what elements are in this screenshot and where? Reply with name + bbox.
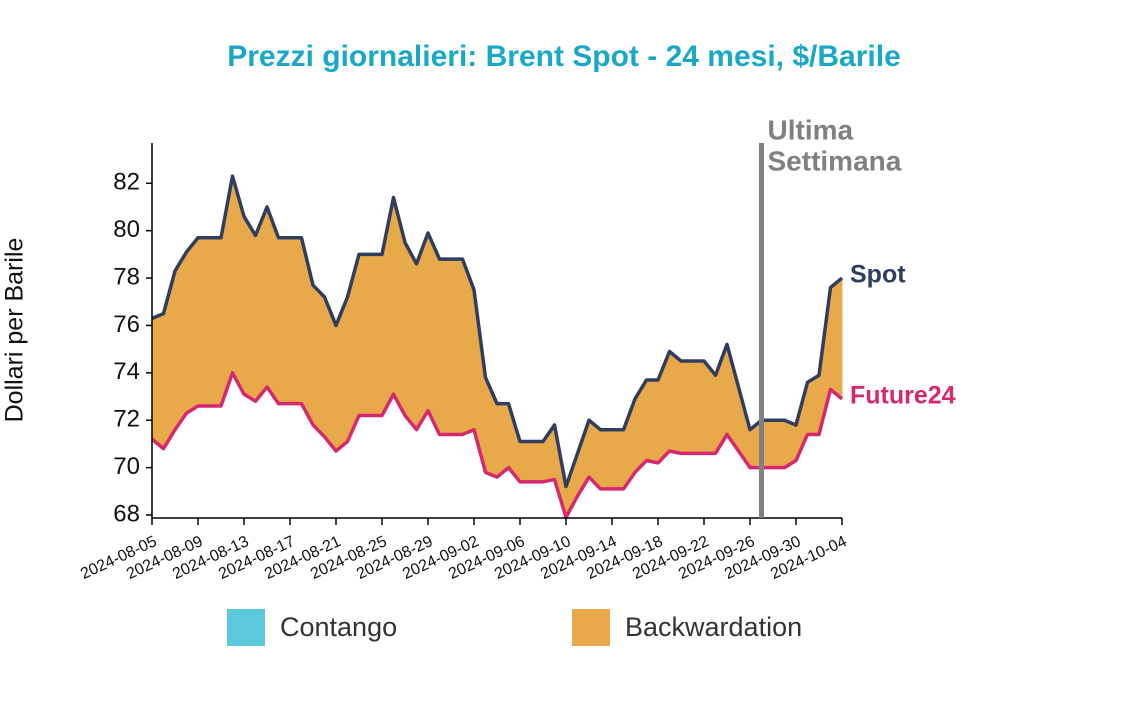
- y-tick-label: 68: [113, 500, 140, 527]
- y-tick-label: 78: [113, 263, 140, 290]
- spread-area: [209, 237, 222, 407]
- spread-area: [289, 237, 302, 405]
- legend-label: Contango: [280, 612, 397, 642]
- spread-area: [312, 284, 325, 438]
- spread-area: [358, 253, 371, 416]
- legend-swatch: [227, 609, 265, 646]
- spread-area: [186, 236, 199, 414]
- spread-area: [450, 258, 463, 435]
- spread-area: [370, 253, 383, 416]
- spread-area: [151, 313, 164, 450]
- series-line: [150, 371, 844, 520]
- spread-area: [496, 403, 509, 478]
- spread-area: [531, 441, 544, 483]
- annotation-text: Settimana: [768, 145, 902, 176]
- spread-area: [427, 232, 440, 435]
- spread-area: [669, 350, 682, 454]
- spread-area: [680, 360, 693, 454]
- y-tick-label: 72: [113, 406, 140, 433]
- spread-area: [278, 237, 291, 405]
- chart-title: Prezzi giornalieri: Brent Spot - 24 mesi…: [227, 40, 901, 73]
- legend-label: Backwardation: [625, 612, 802, 642]
- spread-area: [243, 215, 256, 402]
- y-tick-label: 70: [113, 453, 140, 480]
- series-line: [151, 174, 844, 489]
- spread-area: [519, 441, 532, 483]
- annotation-text: Ultima: [768, 114, 854, 145]
- y-tick-label: 76: [113, 311, 140, 338]
- y-tick-label: 80: [113, 216, 140, 243]
- spread-area: [611, 429, 624, 490]
- spread-area: [692, 360, 705, 454]
- spread-area: [255, 206, 268, 403]
- spread-area: [439, 258, 452, 435]
- y-tick-label: 74: [113, 358, 140, 385]
- spread-area: [646, 379, 659, 464]
- series-label: Spot: [850, 261, 906, 289]
- spread-area: [830, 277, 843, 400]
- spread-area: [772, 419, 785, 469]
- spread-area: [197, 237, 210, 407]
- series-label: Future24: [850, 382, 956, 410]
- spread-area: [807, 374, 820, 435]
- spread-area: [404, 242, 417, 431]
- spread-area: [347, 254, 360, 442]
- y-tick-label: 82: [113, 169, 140, 196]
- y-axis-label: Dollari per Barile: [1, 238, 29, 423]
- spread-area: [174, 250, 187, 431]
- spread-area: [600, 429, 613, 490]
- legend-swatch: [572, 609, 610, 646]
